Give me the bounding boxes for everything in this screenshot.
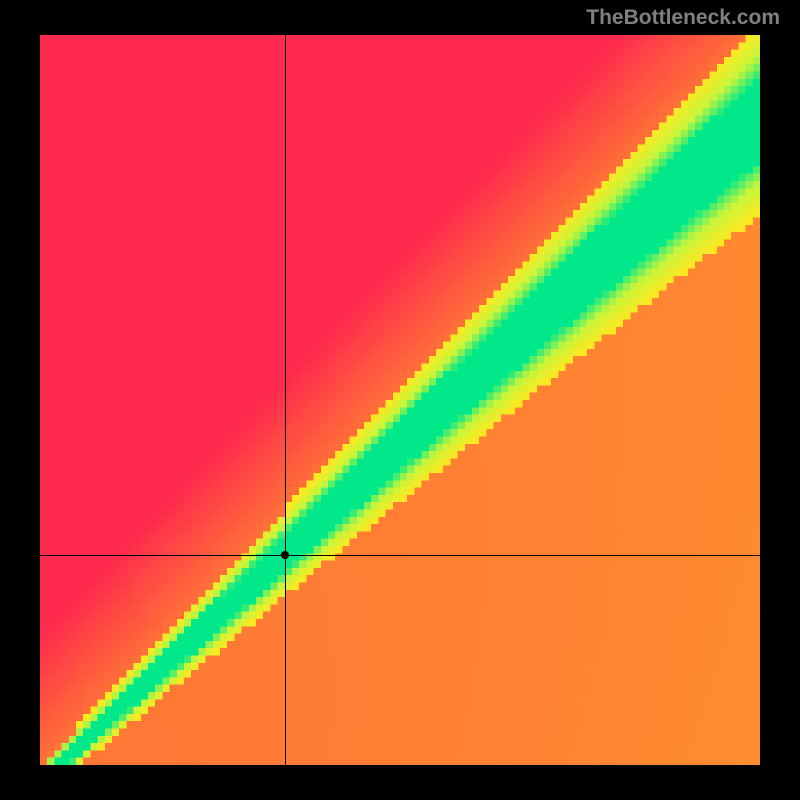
data-point-marker [281,551,289,559]
watermark-text: TheBottleneck.com [586,6,780,30]
crosshair-vertical [285,35,286,765]
crosshair-horizontal [40,555,760,556]
chart-container: TheBottleneck.com [0,0,800,800]
heatmap-canvas [40,35,760,765]
plot-area [40,35,760,765]
